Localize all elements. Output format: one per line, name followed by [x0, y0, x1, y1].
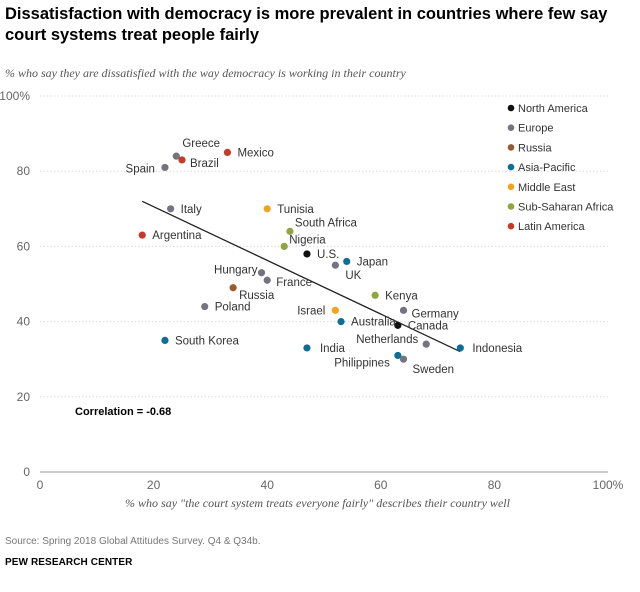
legend-marker-europe: [507, 124, 515, 131]
data-points: [138, 148, 464, 363]
y-tick-label: 100%: [0, 89, 30, 103]
legend-marker-sub-saharan-africa: [507, 203, 515, 210]
correlation-label: Correlation = -0.68: [75, 406, 171, 418]
data-point-tunisia: [263, 205, 271, 213]
data-point-south-africa: [286, 227, 294, 235]
legend-label: Europe: [518, 123, 553, 135]
x-axis-label: % who say "the court system treats every…: [125, 496, 510, 510]
data-label: UK: [345, 270, 361, 282]
data-label: Argentina: [152, 230, 202, 242]
data-point-japan: [343, 257, 351, 266]
x-tick-label: 0: [37, 478, 44, 492]
data-label: Israel: [297, 305, 325, 317]
data-point-mexico: [223, 148, 232, 156]
legend-marker-russia: [507, 144, 515, 151]
data-point-kenya: [371, 291, 379, 299]
data-label: U.S.: [317, 249, 339, 261]
data-label: Tunisia: [277, 204, 314, 216]
chart-title: Dissatisfaction with democracy is more p…: [5, 5, 608, 44]
brand-logo-text: PEW RESEARCH CENTER: [5, 557, 133, 568]
data-point-nigeria: [280, 242, 288, 250]
data-point-spain: [161, 163, 169, 172]
data-label: Philippines: [334, 357, 390, 369]
trend-line: [141, 200, 461, 353]
x-tick-label: 60: [374, 478, 388, 492]
data-label: Indonesia: [472, 343, 522, 355]
data-label: Germany: [412, 308, 460, 320]
legend: North America Europe Russia Asia-Pacific Mid…: [507, 103, 614, 233]
data-point-canada: [394, 321, 402, 329]
y-gridlines: [40, 95, 608, 473]
data-point-sweden: [399, 355, 408, 363]
legend-label: North America: [518, 103, 589, 115]
data-point-israel: [331, 306, 339, 314]
data-point-uk: [331, 261, 339, 269]
legend-marker-middle-east: [507, 183, 515, 191]
data-label: Brazil: [190, 158, 219, 170]
y-tick-label: 0: [23, 465, 30, 479]
data-label: Netherlands: [356, 334, 418, 346]
data-point-poland: [201, 302, 209, 311]
x-tick-label: 100%: [593, 478, 624, 492]
data-label: Poland: [215, 302, 251, 314]
x-axis-ticks: 0 20 40 60 80 100%: [37, 478, 624, 492]
data-point-germany: [399, 306, 408, 314]
data-point-india: [303, 344, 311, 352]
y-tick-label: 60: [17, 239, 31, 253]
data-point-netherlands: [422, 340, 430, 348]
data-label: India: [320, 343, 346, 355]
legend-label: Sub-Saharan Africa: [518, 202, 614, 214]
data-point-australia: [337, 318, 345, 326]
data-point-brazil: [178, 156, 186, 164]
legend-label: Latin America: [518, 221, 586, 233]
data-label: Italy: [181, 204, 202, 216]
data-label: France: [276, 277, 312, 289]
data-label: Russia: [239, 290, 275, 302]
legend-marker-latin-america: [507, 222, 515, 230]
data-point-greece: [172, 152, 180, 160]
data-point-argentina: [138, 231, 146, 239]
data-point-philippines: [394, 351, 402, 360]
x-tick-label: 40: [261, 478, 275, 492]
data-point-france: [263, 276, 271, 284]
legend-label: Middle East: [518, 182, 575, 194]
data-point-russia: [229, 284, 237, 292]
data-label: South Africa: [295, 217, 358, 229]
data-point-u-s-: [303, 250, 311, 258]
source-note: Source: Spring 2018 Global Attitudes Sur…: [5, 536, 261, 547]
x-tick-label: 20: [147, 478, 161, 492]
y-axis-ticks: 0 20 40 60 80 100%: [0, 89, 30, 479]
legend-label: Asia-Pacific: [518, 162, 576, 174]
data-label: Hungary: [214, 265, 258, 277]
data-label: Canada: [408, 320, 449, 332]
y-tick-label: 40: [17, 315, 31, 329]
data-point-indonesia: [456, 344, 464, 352]
data-point-hungary: [257, 269, 266, 277]
data-label: Mexico: [237, 147, 273, 159]
data-label: Nigeria: [289, 234, 326, 246]
legend-marker-north-america: [507, 104, 515, 112]
data-label: Australia: [351, 317, 396, 329]
data-point-italy: [167, 205, 175, 213]
x-tick-label: 80: [488, 478, 502, 492]
chart-subtitle: % who say they are dissatisfied with the…: [5, 66, 406, 80]
y-tick-label: 80: [17, 164, 31, 178]
data-label: Sweden: [413, 364, 455, 376]
legend-label: Russia: [518, 142, 553, 154]
data-label: Spain: [126, 163, 155, 175]
data-label: Greece: [182, 138, 220, 150]
data-label: South Korea: [175, 335, 240, 347]
y-tick-label: 20: [17, 390, 31, 404]
data-point-south-korea: [161, 336, 169, 344]
data-label: Japan: [357, 256, 388, 268]
legend-marker-asia-pacific: [507, 163, 515, 171]
data-label: Kenya: [385, 290, 418, 302]
